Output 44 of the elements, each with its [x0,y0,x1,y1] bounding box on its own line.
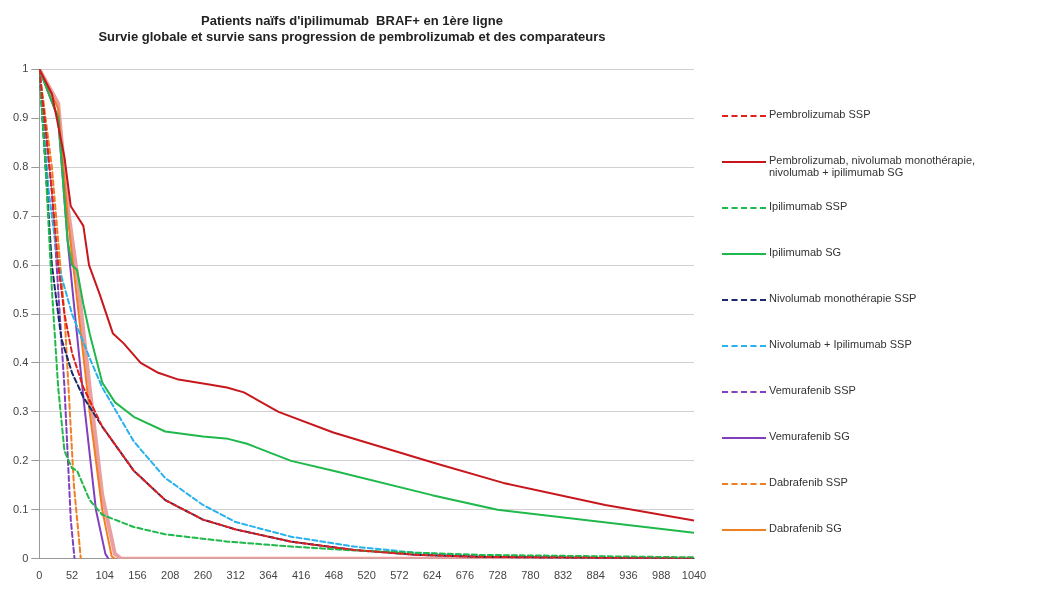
legend-label: Vemurafenib SG [769,430,850,442]
y-tick-label: 0.2 [12,453,29,466]
x-tick-label: 624 [422,569,442,582]
x-tick-label: 676 [455,569,475,582]
x-tick-label: 936 [619,569,638,582]
x-tick-label: 364 [259,569,278,582]
x-tick-label: 468 [324,569,344,582]
legend-label: Pembrolizumab, nivolumab monothérapie, nivolumab + ipilimumab SG [769,154,977,178]
x-tick-label: 104 [95,569,114,582]
y-tick-label: 1 [22,62,29,75]
x-tick-label: 52 [65,569,79,582]
legend-label: Nivolumab monothérapie SSP [769,292,917,304]
x-tick-label: 1040 [681,569,707,582]
chart-title: Patients naïfs d'ipilimumab BRAF+ en 1ère ligne [201,13,503,29]
x-tick-label: 988 [652,569,671,582]
y-tick-label: 0.7 [12,209,29,222]
y-tick-label: 0.9 [12,111,29,124]
x-tick-label: 260 [193,569,213,582]
y-tick-label: 0.6 [12,258,29,271]
x-tick-label: 416 [292,569,311,582]
legend-label: Ipilimumab SG [769,246,842,258]
y-tick-label: 0.4 [12,355,29,368]
legend-label: Dabrafenib SSP [769,476,848,488]
x-tick-label: 208 [161,569,180,582]
legend-label: Nivolumab + Ipilimumab SSP [769,338,912,350]
x-tick-label: 156 [128,569,147,582]
y-tick-label: 0.5 [12,307,29,320]
x-tick-label: 884 [586,569,605,582]
x-tick-label: 312 [226,569,245,582]
x-tick-label: 832 [553,569,573,582]
x-tick-label: 0 [36,569,43,582]
y-tick-label: 0.3 [12,404,29,417]
x-tick-label: 520 [357,569,376,582]
y-tick-label: 0 [22,551,29,564]
legend-label: Dabrafenib SG [769,522,842,534]
x-tick-label: 728 [488,569,507,582]
chart-subtitle: Survie globale et survie sans progression de pembrolizumab et des comparateurs [98,28,606,44]
legend-label: Pembrolizumab SSP [769,108,871,120]
x-tick-label: 780 [521,569,540,582]
legend-label: Vemurafenib SSP [769,384,856,396]
y-tick-label: 0.8 [12,160,29,173]
x-tick-label: 572 [390,569,409,582]
y-tick-label: 0.1 [12,502,29,515]
legend-label: Ipilimumab SSP [769,200,848,212]
